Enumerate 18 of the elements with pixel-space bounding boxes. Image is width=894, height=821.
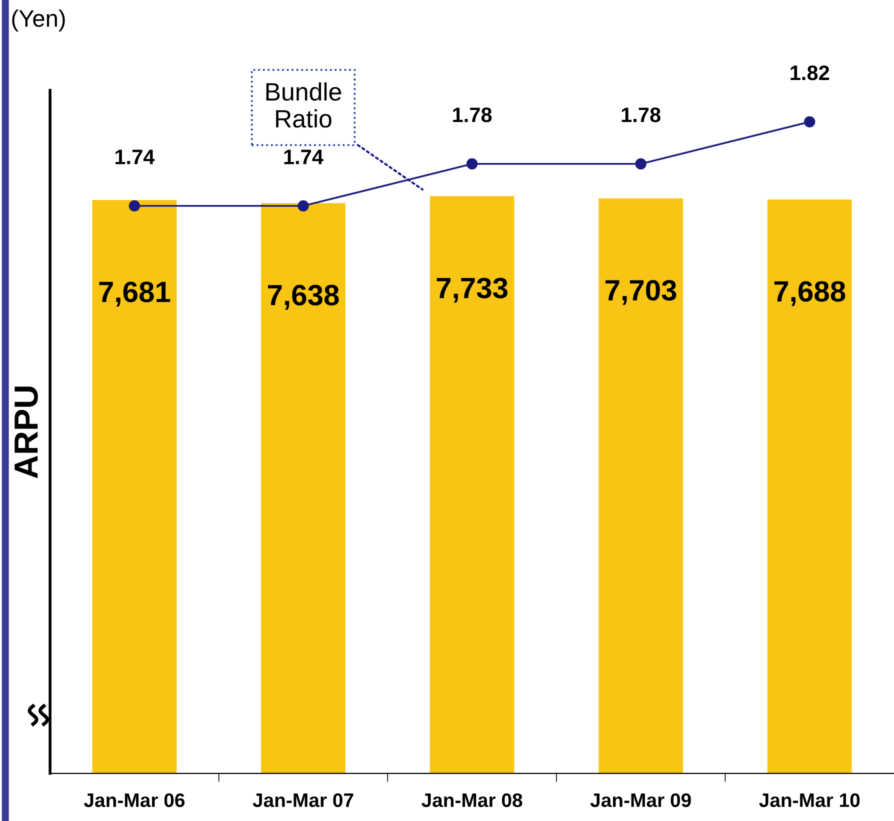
x-tick-label: Jan-Mar 07 xyxy=(252,793,354,808)
x-tick-label: Jan-Mar 08 xyxy=(422,793,522,808)
data-label: 7,733 xyxy=(436,278,508,303)
data-label: 7,703 xyxy=(606,280,676,305)
y-axis-title: ARPU xyxy=(14,386,38,478)
data-label: 1.74 xyxy=(284,150,324,164)
text: (Yen) xyxy=(12,10,65,32)
data-label: 1.74 xyxy=(116,150,155,164)
x-tick-label: Jan-Mar 09 xyxy=(590,793,691,808)
data-label: 1.78 xyxy=(622,107,660,122)
annotation: Bundle Ratio xyxy=(266,82,342,128)
x-tick-label: Jan-Mar 06 xyxy=(84,793,185,808)
data-label: 1.78 xyxy=(453,107,492,122)
data-label: 7,638 xyxy=(268,284,339,310)
data-label: 7,681 xyxy=(99,282,170,306)
x-tick-label: Jan-Mar 10 xyxy=(759,793,860,808)
data-label: 1.82 xyxy=(790,65,830,80)
data-label: 7,688 xyxy=(774,281,846,306)
